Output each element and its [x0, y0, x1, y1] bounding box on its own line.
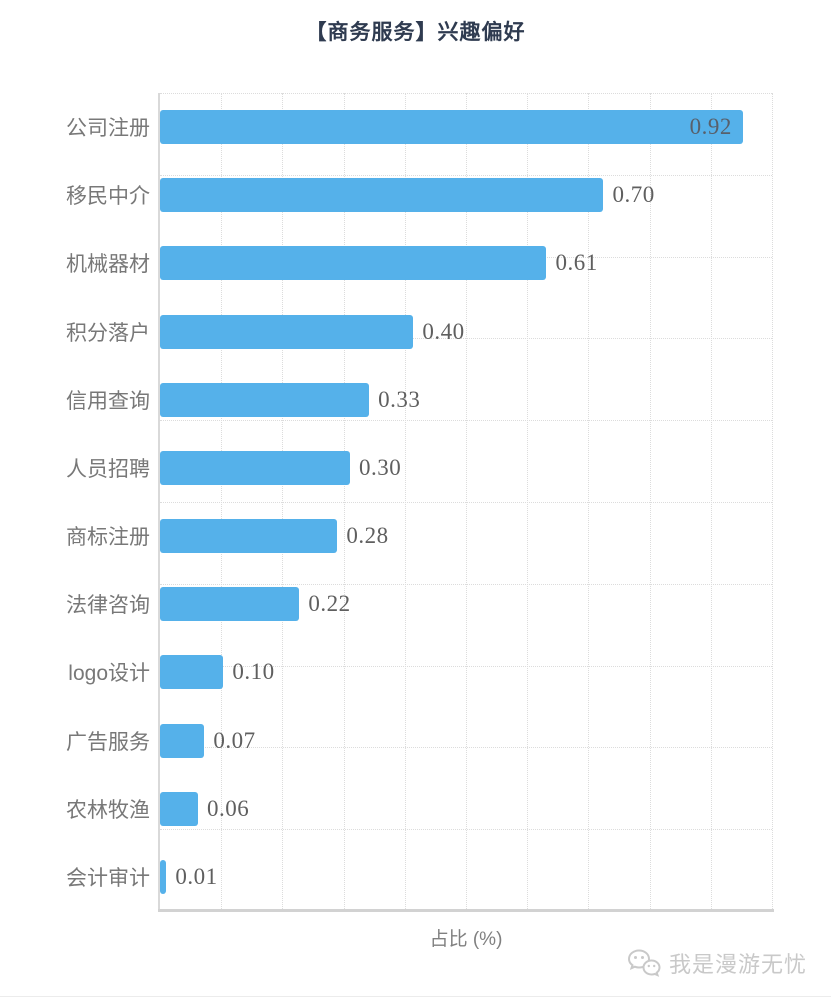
bar: [160, 314, 414, 349]
bar-value-label: 0.28: [346, 523, 389, 549]
category-label: 会计审计: [66, 866, 150, 890]
bar-value-label: 0.61: [555, 250, 598, 276]
bar: [160, 246, 547, 281]
bar-value-label: 0.01: [175, 863, 218, 889]
category-label: 人员招聘: [66, 457, 150, 481]
bar: [160, 791, 198, 826]
category-label: 积分落户: [66, 321, 150, 345]
bar-value-label: 0.10: [232, 659, 275, 685]
bar-value-label: 0.30: [359, 454, 402, 480]
category-label: 机械器材: [66, 253, 150, 277]
category-label: 商标注册: [66, 526, 150, 550]
bar-value-label: 0.40: [422, 318, 465, 344]
watermark: 我是漫游无忧: [626, 944, 807, 982]
gridline-horizontal: [160, 665, 772, 667]
page-bottom-divider: [0, 996, 831, 997]
bar: [160, 178, 604, 213]
bar-value-label: 0.70: [612, 182, 655, 208]
gridline-horizontal: [160, 583, 772, 585]
category-label: 信用查询: [66, 389, 150, 413]
bar-value-label: 0.06: [207, 795, 250, 821]
bar: [160, 519, 338, 554]
gridline-horizontal: [160, 502, 772, 503]
y-axis-line: [158, 93, 160, 911]
bar: [160, 587, 300, 622]
x-axis-line: [158, 909, 774, 912]
watermark-text: 我是漫游无忧: [668, 952, 807, 977]
gridline-horizontal: [160, 829, 772, 831]
bar: [160, 723, 205, 758]
gridline-horizontal: [160, 420, 772, 422]
bar-chart-plot-area: 0.92 0.70 0.61 0.40 0.33 0.30 0.28 0.22 0.10 0.07…: [160, 93, 773, 911]
bar: [160, 655, 224, 690]
category-label: logo设计: [68, 662, 150, 686]
gridline-horizontal: [160, 747, 772, 749]
bar-value-label: 0.92: [689, 114, 732, 140]
category-label: 移民中介: [66, 185, 150, 209]
bar-value-label: 0.33: [378, 386, 421, 412]
bar-value-label: 0.07: [213, 727, 256, 753]
gridline-horizontal: [160, 93, 772, 94]
category-label: 广告服务: [66, 730, 150, 754]
grid: [160, 93, 773, 911]
bar: [160, 859, 167, 894]
x-axis-title: 占比 (%): [429, 929, 503, 950]
category-label: 公司注册: [66, 117, 150, 141]
gridline-horizontal: [160, 174, 772, 176]
category-label: 农林牧渔: [66, 798, 150, 822]
category-label: 法律咨询: [66, 594, 150, 618]
bar: [160, 110, 743, 145]
category-labels: 公司注册移民中介机械器材积分落户信用查询人员招聘商标注册法律咨询 logo设计 广告…: [0, 93, 150, 911]
gridline-horizontal: [160, 338, 772, 340]
gridline-vertical: [772, 93, 773, 911]
wechat-icon: [627, 949, 661, 977]
chart-title: 【商务服务】兴趣偏好: [305, 21, 526, 44]
bar: [160, 450, 351, 485]
bar-value-label: 0.22: [308, 591, 351, 617]
bar: [160, 382, 370, 417]
